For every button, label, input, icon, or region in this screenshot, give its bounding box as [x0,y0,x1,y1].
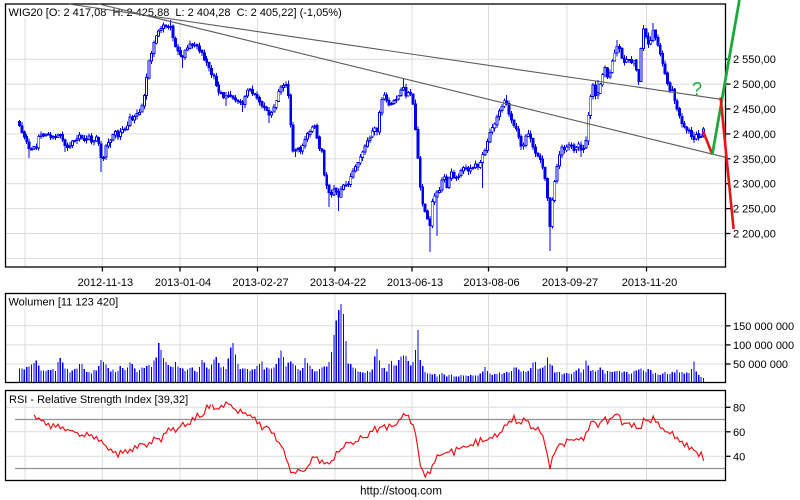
svg-text:2013-01-04: 2013-01-04 [155,277,211,289]
svg-text:2013-04-22: 2013-04-22 [310,277,366,289]
svg-text:2013-06-13: 2013-06-13 [387,277,443,289]
svg-text:WIG20 [O: 2 417,08 H: 2 425,8: WIG20 [O: 2 417,08 H: 2 425,88 L: 2 404,… [9,7,342,19]
svg-text:100 000 000: 100 000 000 [733,340,794,352]
svg-text:2 250,00: 2 250,00 [733,204,776,216]
svg-text:2012-11-13: 2012-11-13 [78,277,133,289]
svg-text:2 500,00: 2 500,00 [733,79,776,91]
svg-text:2013-11-20: 2013-11-20 [622,277,677,289]
svg-text:Wolumen [11 123 420]: Wolumen [11 123 420] [9,297,119,309]
svg-text:2013-09-27: 2013-09-27 [542,277,598,289]
svg-text:50 000 000: 50 000 000 [733,359,788,371]
svg-text:2 550,00: 2 550,00 [733,54,776,66]
svg-text:2 200,00: 2 200,00 [733,229,776,241]
svg-text:RSI - Relative Strength Index: RSI - Relative Strength Index [39,32] [9,394,188,406]
svg-text:150 000 000: 150 000 000 [733,321,794,333]
svg-text:2013-02-27: 2013-02-27 [232,277,288,289]
svg-text:2013-08-06: 2013-08-06 [463,277,519,289]
svg-text:2 450,00: 2 450,00 [733,104,776,116]
svg-text:60: 60 [733,427,745,439]
svg-text:80: 80 [733,402,745,414]
svg-text:2 400,00: 2 400,00 [733,129,776,141]
svg-text:2 300,00: 2 300,00 [733,179,776,191]
svg-text:40: 40 [733,451,745,463]
svg-text:http://stooq.com: http://stooq.com [360,486,442,498]
svg-text:?: ? [692,79,702,99]
svg-text:2 350,00: 2 350,00 [733,154,776,166]
